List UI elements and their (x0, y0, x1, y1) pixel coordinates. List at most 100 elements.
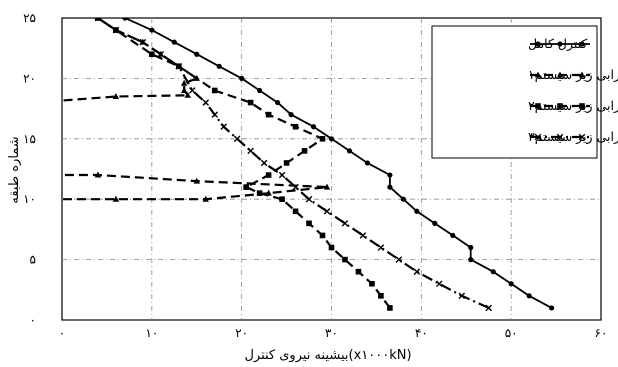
series-3-point (265, 172, 272, 178)
series-4-point (413, 268, 421, 275)
series-1-point (346, 148, 353, 154)
y-tick-label: ۱۵ (23, 132, 36, 146)
series-2-point (193, 177, 200, 184)
legend-marker-1 (579, 41, 585, 47)
series-3-point (387, 305, 393, 311)
series-2-point (94, 171, 102, 178)
x-tick-label: ۱۰ (145, 326, 158, 340)
series-3-point (328, 244, 335, 251)
series-3 (95, 18, 393, 311)
legend-marker-2 (556, 71, 564, 78)
series-1-point (490, 269, 496, 275)
series-4-point (485, 304, 493, 312)
series-1-point (310, 124, 317, 130)
series-3-point (306, 220, 312, 227)
series-3-point (279, 196, 285, 202)
series-3-point (319, 232, 326, 239)
series-3-point (283, 160, 290, 166)
series-1-point (275, 99, 281, 106)
series-3-point (301, 148, 308, 154)
series-4-point (458, 292, 466, 300)
x-tick-label: ۲۰ (235, 326, 248, 340)
legend-marker-1 (535, 41, 541, 47)
series-2-point (32, 172, 38, 178)
legend-box (431, 25, 598, 159)
series-4-point (292, 183, 299, 191)
legend-marker-4 (556, 133, 564, 141)
legend-marker-3 (579, 103, 585, 109)
legend-marker-4 (534, 133, 542, 141)
series-3-point (319, 136, 326, 142)
series-2-point (32, 99, 38, 105)
series-3-point (369, 280, 375, 287)
series-layer (32, 2, 555, 312)
series-2-point (112, 93, 120, 100)
series-1-point (468, 257, 474, 263)
legend-marker-1 (557, 41, 563, 47)
series-2-point (112, 195, 120, 202)
x-tick-label: ۴۰ (415, 326, 428, 340)
series-4-point (139, 38, 147, 46)
x-tick-label: ۶۰ (595, 326, 608, 340)
legend-label-4: خرابی زیر سیستم۳ (528, 129, 618, 145)
x-tick-label: ۰ (59, 326, 65, 340)
series-1-point (548, 305, 555, 311)
series-4-point (323, 207, 331, 215)
series-3-point (265, 111, 272, 118)
series-4-point (157, 50, 165, 58)
series-3-point (95, 18, 101, 21)
y-axis-title: شماره طبقه (7, 136, 22, 203)
series-3-point (247, 99, 254, 106)
legend-marker-2 (578, 71, 586, 78)
series-1-point (414, 208, 420, 214)
series-1-point (239, 75, 245, 81)
series-3-point (256, 190, 263, 196)
series-1-point (171, 39, 177, 45)
series-1-point (216, 63, 222, 69)
series-3-point (342, 256, 348, 263)
x-axis-title: بیشینه نیروی کنترل(x۱۰۰۰kN) (244, 348, 411, 363)
series-1-point (288, 112, 294, 118)
series-1-point (508, 281, 514, 287)
series-4-point (377, 244, 385, 251)
series-4-point (220, 123, 227, 131)
series-3-point (243, 184, 249, 190)
y-tick-label: ۲۰ (23, 71, 36, 85)
series-4-point (305, 195, 313, 203)
y-tick-label: ۲۵ (23, 11, 36, 25)
y-tick-label: ۱۰ (23, 192, 36, 206)
x-tick-label: ۳۰ (325, 326, 338, 340)
series-1 (104, 3, 555, 311)
series-2-point (180, 86, 188, 93)
series-4-point (94, 18, 102, 22)
y-tick-label: ۵ (30, 253, 36, 267)
series-1-point (387, 184, 393, 190)
series-1-point (257, 87, 263, 94)
series-4-point (359, 232, 367, 239)
series-1-point (149, 27, 155, 33)
series-1-point (432, 220, 438, 226)
series-2-point (202, 195, 209, 202)
y-tick-label: ۰ (30, 313, 36, 327)
series-1-point (364, 160, 371, 166)
series-4-point (188, 87, 196, 94)
series-4-point (278, 171, 286, 179)
series-4-point (112, 26, 120, 34)
series-2-point (77, 2, 83, 8)
series-2-point (180, 79, 188, 86)
series-1-point (400, 196, 406, 202)
series-2-point (323, 183, 331, 190)
legend-marker-2 (534, 71, 542, 78)
series-1-point (194, 51, 200, 57)
legend-label-2: خرابی زیر سیستم۱ (528, 67, 618, 83)
legend-marker-4 (578, 133, 586, 141)
series-4-point (247, 147, 254, 155)
series-1-point (450, 232, 456, 239)
series-1-point (104, 3, 109, 8)
series-4-point (395, 256, 403, 263)
legend: کنترل کامل خرابی زیر سیستم۱ خرابی زیر سیست… (431, 25, 618, 159)
legend-label-3: خرابی زیر سیستم۲ (528, 98, 618, 114)
series-4-point (341, 220, 349, 227)
series-1-point (328, 136, 335, 142)
